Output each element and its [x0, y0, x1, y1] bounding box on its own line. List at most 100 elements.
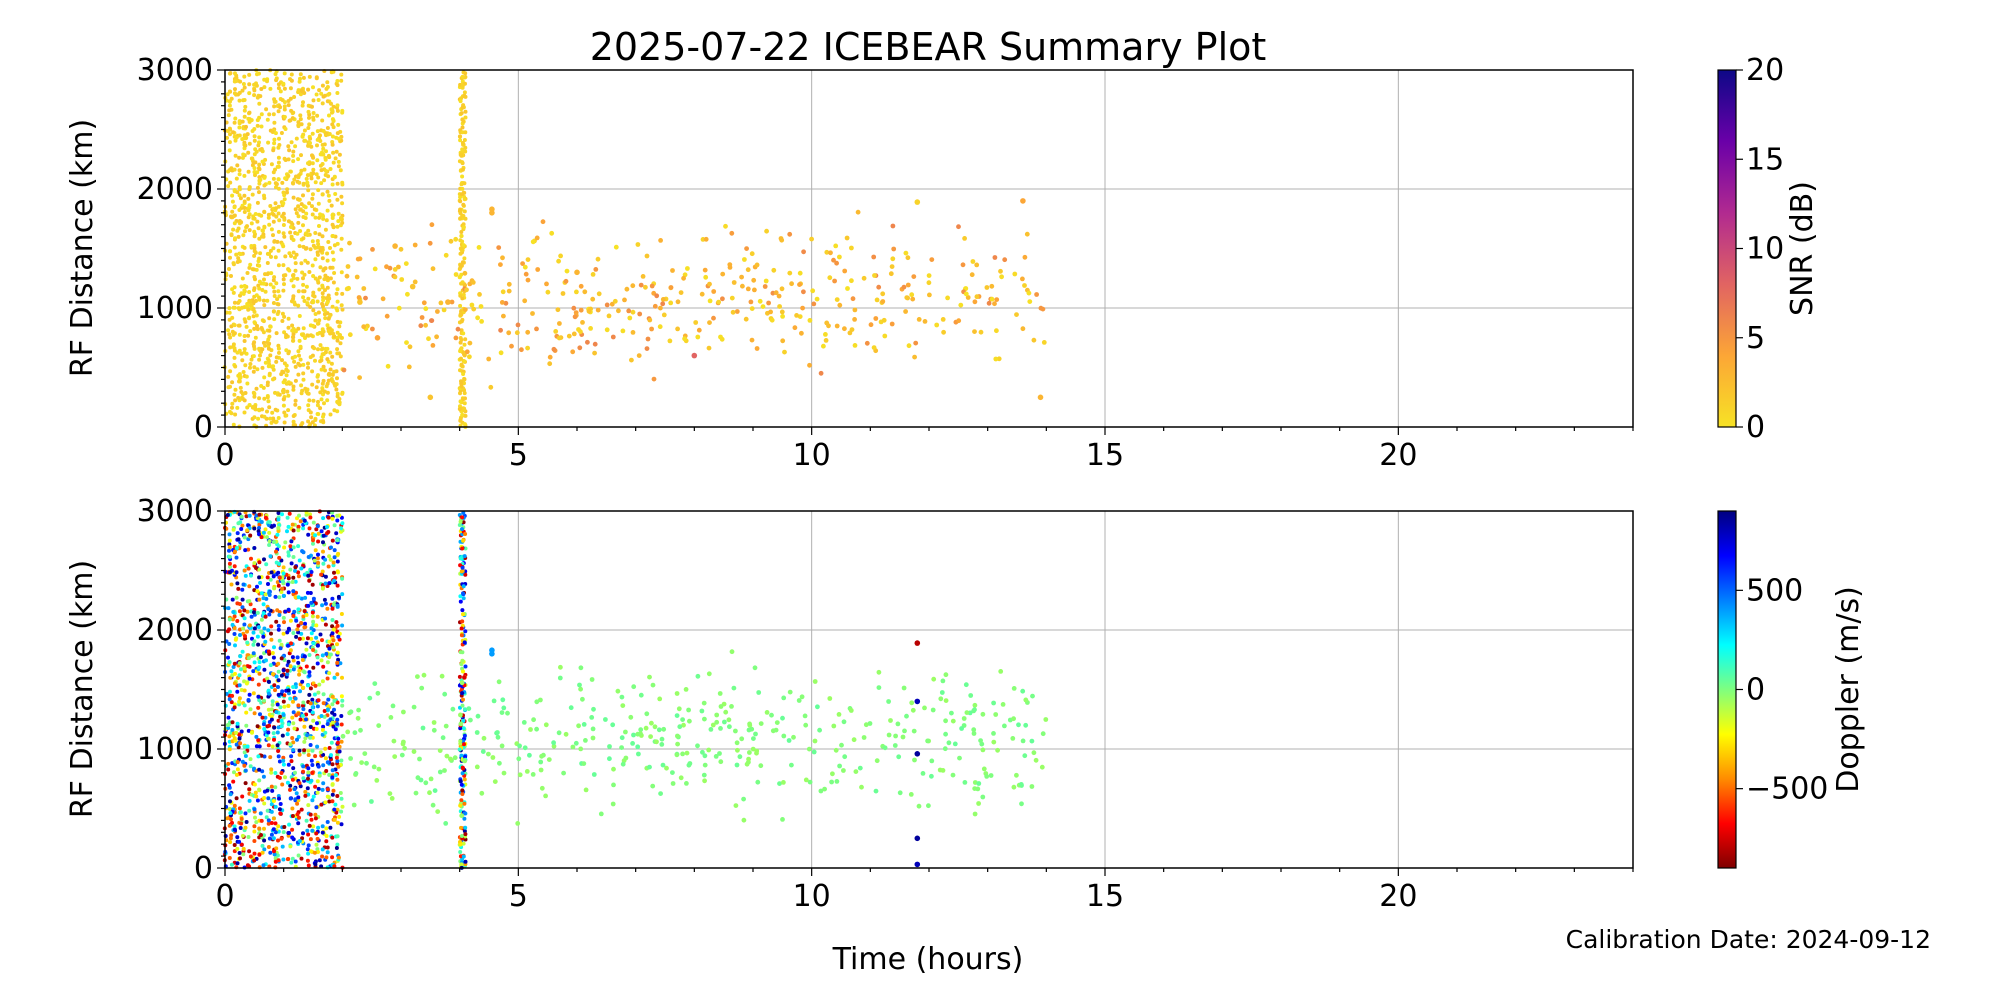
bottom-scatter-point — [1010, 736, 1016, 741]
top-scatter-point — [398, 246, 404, 252]
top-band-point — [235, 190, 240, 195]
top-band-point — [327, 91, 332, 96]
bottom-scatter-point — [411, 704, 417, 710]
bottom-band-point — [242, 568, 247, 573]
top-band-point — [297, 79, 302, 84]
top-band-point — [458, 138, 463, 143]
top-band-point — [247, 91, 252, 96]
bottom-band-point — [233, 643, 237, 648]
bottom-scatter-point — [848, 708, 854, 713]
top-scatter-point — [889, 321, 895, 327]
top-scatter-point — [462, 307, 468, 312]
top-band-point — [461, 202, 466, 207]
top-band-point — [275, 297, 280, 302]
bottom-band-point — [235, 531, 240, 536]
bottom-band-point — [324, 855, 329, 860]
top-band-point — [301, 223, 305, 228]
top-band-point — [230, 401, 235, 406]
top-band-point — [308, 410, 313, 415]
top-band-point — [259, 384, 264, 388]
top-scatter-point — [654, 293, 660, 299]
top-band-point — [462, 190, 467, 195]
top-scatter-point — [837, 254, 842, 260]
top-scatter-point — [403, 261, 409, 266]
bottom-band-point — [280, 579, 285, 584]
bottom-band-point — [290, 736, 295, 740]
top-band-point — [335, 131, 340, 136]
top-band-point — [251, 390, 256, 395]
top-band-point — [282, 197, 287, 202]
bottom-band-point — [267, 612, 272, 617]
top-band-point — [330, 304, 335, 309]
bottom-band-point — [309, 570, 314, 574]
top-band-point — [325, 258, 330, 263]
top-scatter-point — [731, 280, 737, 285]
bottom-band-point — [323, 616, 328, 621]
bottom-band-point — [325, 525, 329, 529]
top-band-point — [306, 109, 311, 114]
top-band-point — [232, 245, 237, 250]
bottom-band-point — [323, 730, 328, 735]
bottom-scatter-point — [499, 710, 505, 715]
bottom-band-point — [289, 759, 294, 764]
bottom-band-point — [286, 550, 291, 555]
bottom-band-point — [238, 826, 243, 830]
top-band-point — [277, 294, 282, 299]
top-band-point — [267, 251, 272, 256]
top-band-point — [262, 183, 267, 188]
top-band-point — [270, 130, 275, 134]
bottom-band-point — [311, 665, 316, 670]
top-scatter-point — [707, 320, 712, 325]
top-band-point — [310, 161, 315, 166]
top-band-point — [282, 100, 287, 105]
top-scatter-point — [467, 340, 473, 346]
top-scatter-point — [396, 305, 402, 311]
top-band-point — [316, 347, 320, 352]
top-band-point — [266, 364, 271, 369]
bottom-band-point — [257, 597, 262, 602]
bottom-band-point — [299, 596, 304, 601]
bottom-scatter-point — [376, 723, 382, 728]
bottom-band-point — [235, 721, 240, 726]
bottom-scatter-point — [1022, 753, 1028, 759]
top-band-point — [460, 125, 465, 130]
bottom-scatter-point — [978, 738, 983, 743]
top-band-point — [331, 160, 336, 165]
bottom-band-point — [242, 666, 247, 671]
bottom-band-point — [230, 761, 235, 766]
top-scatter-point — [486, 356, 492, 362]
top-scatter-point — [571, 331, 577, 337]
bottom-band-point — [229, 833, 234, 838]
top-band-point — [316, 175, 321, 180]
bottom-band-point — [307, 670, 312, 675]
top-scatter-point — [500, 255, 505, 261]
top-band-point — [297, 180, 302, 185]
bottom-data-point-3 — [914, 698, 921, 705]
top-band-point — [236, 234, 241, 239]
top-band-point — [268, 353, 273, 358]
bottom-scatter-point — [411, 749, 417, 754]
bottom-band-point — [276, 692, 281, 697]
top-scatter-point — [1031, 337, 1037, 343]
top-scatter-point — [685, 266, 690, 271]
top-band-point — [284, 348, 289, 353]
top-band-point — [252, 134, 257, 139]
top-band-point — [287, 268, 292, 273]
bottom-band-point — [310, 748, 315, 753]
bottom-band-point — [306, 832, 311, 837]
bottom-band-point — [267, 723, 272, 728]
top-band-point — [315, 299, 320, 304]
bottom-band-point — [259, 833, 263, 837]
bottom-band-point — [297, 781, 302, 786]
bottom-band-point — [301, 764, 306, 769]
bottom-band-point — [316, 690, 321, 695]
top-band-point — [294, 136, 299, 141]
bottom-band-point — [321, 540, 325, 545]
bottom-scatter-point — [791, 734, 796, 740]
top-band-point — [265, 79, 269, 84]
bottom-band-point — [244, 681, 249, 686]
top-band-point — [282, 115, 287, 119]
top-scatter-point — [423, 306, 429, 312]
bottom-band-point — [330, 516, 335, 521]
bottom-band-point — [247, 664, 252, 669]
